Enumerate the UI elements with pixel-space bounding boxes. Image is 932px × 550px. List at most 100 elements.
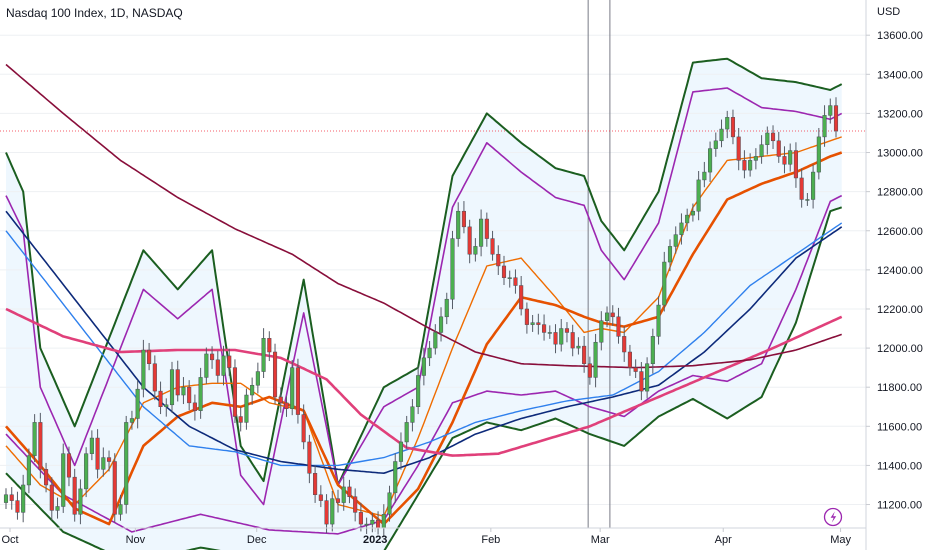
candle-body <box>645 363 650 392</box>
candle <box>719 119 724 148</box>
candle-body <box>324 500 329 525</box>
candle <box>72 468 77 522</box>
candle-body <box>112 461 117 515</box>
candle <box>393 453 398 503</box>
candle <box>295 358 300 424</box>
candle-body <box>759 144 764 157</box>
candle <box>267 331 272 362</box>
candle-body <box>118 504 123 515</box>
candle <box>622 326 627 362</box>
candle <box>232 359 238 423</box>
y-tick-label: 13000.00 <box>877 148 923 160</box>
candle-body <box>730 117 736 138</box>
candle-body <box>84 453 89 490</box>
candle-body <box>318 494 323 501</box>
candle-body <box>622 336 627 353</box>
candle <box>135 380 140 429</box>
y-tick-label: 12000.00 <box>877 343 923 355</box>
candle <box>833 97 839 138</box>
candle <box>610 305 615 326</box>
indicator-line-3 <box>5 206 843 550</box>
candle <box>650 328 655 374</box>
candle <box>78 479 83 525</box>
candle <box>358 502 363 532</box>
candle-body <box>673 234 678 247</box>
candle <box>261 328 266 379</box>
candle <box>410 399 415 432</box>
candle <box>38 412 43 479</box>
candle-body <box>181 386 186 396</box>
candle-body <box>833 105 839 132</box>
candle <box>473 238 478 262</box>
candle-body <box>564 328 570 333</box>
candle-body <box>667 246 673 263</box>
candle-body <box>347 486 352 497</box>
candle <box>324 494 329 534</box>
candle <box>341 476 346 511</box>
candle <box>66 446 72 487</box>
candle <box>748 153 753 177</box>
candle-body <box>456 210 461 239</box>
candle <box>101 447 106 477</box>
candle <box>782 146 787 174</box>
candle-body <box>530 322 535 325</box>
candle-body <box>633 367 638 372</box>
candle-body <box>376 519 381 529</box>
candle-body <box>55 506 60 511</box>
candle-body <box>467 226 472 255</box>
candle <box>793 142 798 188</box>
candle <box>450 230 455 310</box>
candle <box>519 275 524 316</box>
candle-body <box>301 414 306 443</box>
candle <box>822 105 827 147</box>
chart-title: Nasdaq 100 Index, 1D, NASDAQ <box>6 6 183 20</box>
candle <box>147 342 152 371</box>
candle-body <box>484 218 489 239</box>
candle <box>828 98 833 124</box>
candle-body <box>524 308 529 325</box>
candle-body <box>387 492 392 515</box>
candle-body <box>679 222 684 235</box>
candle-body <box>519 285 524 310</box>
candle-body <box>690 210 695 216</box>
candle-body <box>782 156 787 165</box>
candle <box>685 208 690 232</box>
candle-body <box>616 316 621 337</box>
x-tick-label: Nov <box>126 534 146 546</box>
candle-body <box>21 484 26 513</box>
candle <box>667 239 673 272</box>
candle <box>307 434 312 484</box>
candle-body <box>404 422 409 443</box>
candle-body <box>576 345 581 349</box>
candle <box>238 407 243 432</box>
y-tick-label: 13600.00 <box>877 30 923 42</box>
candle <box>192 394 197 421</box>
candle-body <box>15 500 20 513</box>
candle-body <box>210 353 215 361</box>
candle <box>776 131 781 163</box>
candle <box>404 415 409 449</box>
candle <box>255 362 260 394</box>
candle-body <box>66 453 72 478</box>
candle <box>599 311 604 351</box>
price-gridlines <box>0 0 866 528</box>
candle-body <box>421 357 426 376</box>
candle <box>639 362 644 401</box>
candle <box>501 255 507 286</box>
candle-body <box>438 316 444 333</box>
candle-body <box>599 320 604 343</box>
candle <box>347 479 352 504</box>
candle-body <box>335 498 341 503</box>
candle <box>124 415 129 514</box>
candle-body <box>129 418 134 423</box>
candle <box>204 347 209 384</box>
candle <box>26 448 31 494</box>
candle <box>656 296 661 345</box>
candle-body <box>696 179 701 212</box>
candle <box>89 430 94 461</box>
candle-body <box>450 238 455 300</box>
candle-body <box>748 160 753 171</box>
candle <box>645 357 650 399</box>
candle-body <box>255 371 260 386</box>
